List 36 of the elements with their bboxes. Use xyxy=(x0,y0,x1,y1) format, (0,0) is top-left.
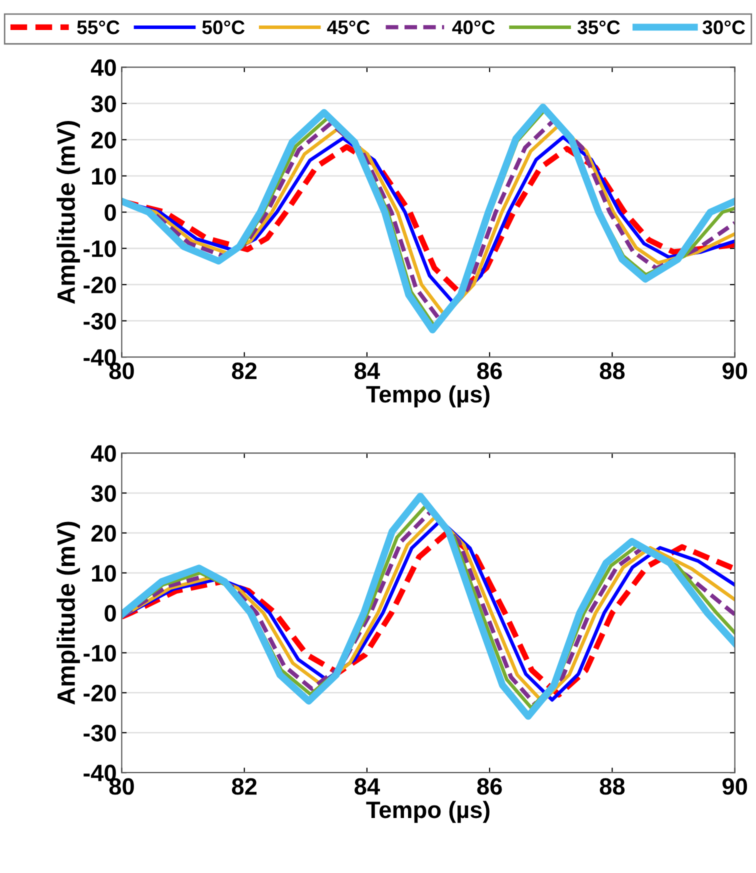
x-tick-label: 86 xyxy=(477,778,502,795)
y-tick-label: -10 xyxy=(84,240,116,258)
y-tick-label: -10 xyxy=(84,644,116,662)
x-axis-title: Tempo (µs) xyxy=(366,385,490,408)
x-tick-label: 88 xyxy=(600,362,625,380)
y-tick-label: 20 xyxy=(91,132,116,148)
y-tick-label: -20 xyxy=(84,276,116,294)
x-tick-label: 84 xyxy=(354,362,380,380)
y-tick-label: 30 xyxy=(91,96,116,112)
y-tick-label: 20 xyxy=(91,525,116,542)
x-tick-label: 86 xyxy=(477,362,502,380)
x-tick-label: 82 xyxy=(232,778,257,795)
legend-label: 55°C xyxy=(77,20,120,34)
y-tick-label: 0 xyxy=(104,204,116,221)
legend-label: 35°C xyxy=(577,20,620,34)
y-tick-label: 40 xyxy=(90,445,116,462)
x-tick-label: 90 xyxy=(722,362,747,380)
y-tick-label: 0 xyxy=(104,604,116,622)
y-tick-label: 30 xyxy=(91,485,116,502)
x-tick-label: 90 xyxy=(722,778,747,795)
x-tick-label: 84 xyxy=(354,778,380,795)
x-tick-label: 88 xyxy=(600,778,625,795)
y-axis-title: Amplitude (mV) xyxy=(56,522,80,705)
x-tick-label: 82 xyxy=(232,362,257,380)
legend-label: 50°C xyxy=(202,20,245,34)
y-axis-title: Amplitude (mV) xyxy=(56,121,80,304)
y-tick-label: -30 xyxy=(84,724,116,742)
x-axis-title: Tempo (µs) xyxy=(366,800,490,823)
y-tick-label: 40 xyxy=(90,59,116,76)
y-tick-label: 10 xyxy=(92,168,116,185)
y-tick-label: -20 xyxy=(84,684,116,702)
y-tick-label: 10 xyxy=(92,564,116,582)
legend-label: 45°C xyxy=(327,20,370,34)
legend-label: 40°C xyxy=(452,20,495,34)
legend-label: 30°C xyxy=(702,20,746,34)
y-tick-label: -30 xyxy=(84,312,116,330)
